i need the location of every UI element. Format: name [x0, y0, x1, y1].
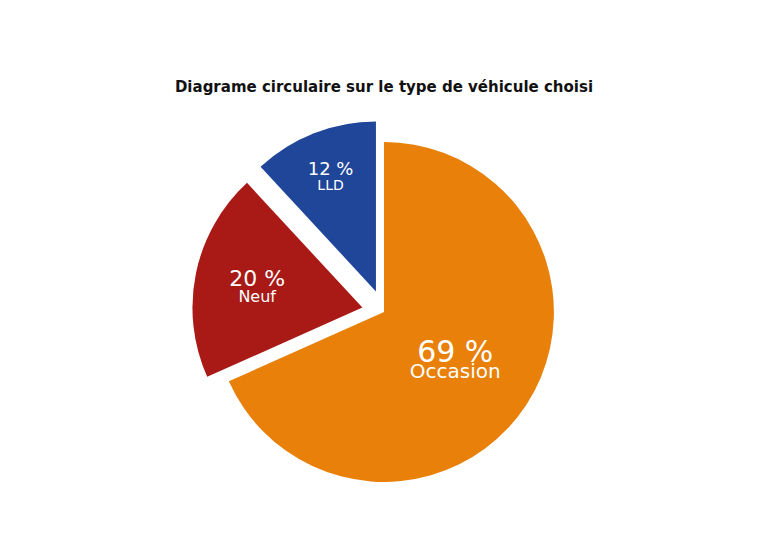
svg-text:12 %LLD: 12 %LLD [308, 158, 354, 194]
svg-text:20 %Neuf: 20 %Neuf [229, 266, 285, 306]
svg-text:69 %Occasion: 69 %Occasion [410, 334, 501, 383]
svg-text:Diagrame circulaire sur le typ: Diagrame circulaire sur le type de véhic… [175, 78, 593, 96]
